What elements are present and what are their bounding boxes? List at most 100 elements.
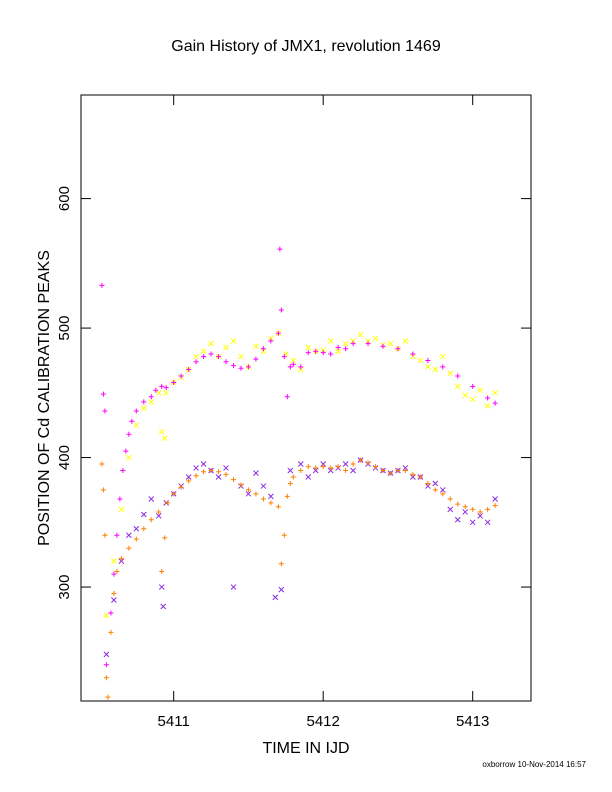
- data-point: [100, 487, 106, 493]
- x-tick-label: 5411: [158, 713, 190, 730]
- data-point: [327, 338, 334, 344]
- data-point: [287, 467, 294, 474]
- data-point: [216, 469, 222, 475]
- data-point: [290, 474, 296, 480]
- x-tick-label: 5412: [307, 713, 340, 730]
- data-point: [155, 512, 162, 519]
- data-point: [328, 351, 334, 357]
- data-point: [320, 464, 326, 470]
- data-point: [305, 464, 311, 470]
- data-point: [268, 493, 274, 500]
- data-point: [148, 399, 155, 405]
- data-point: [350, 461, 356, 467]
- data-point: [470, 383, 476, 389]
- data-point: [320, 347, 327, 353]
- data-point: [469, 519, 476, 526]
- data-point: [133, 536, 139, 542]
- data-point: [455, 501, 461, 507]
- data-point: [275, 504, 281, 510]
- data-point: [455, 373, 461, 379]
- data-point: [402, 338, 409, 344]
- data-point: [424, 364, 431, 370]
- data-point: [447, 506, 454, 513]
- data-point: [432, 480, 439, 487]
- data-point: [492, 400, 498, 406]
- data-point: [297, 366, 304, 373]
- data-point: [223, 344, 229, 351]
- data-point: [111, 597, 117, 603]
- data-point: [156, 509, 162, 515]
- data-point: [287, 364, 293, 370]
- data-point: [102, 532, 108, 538]
- data-point: [133, 408, 139, 414]
- data-point: [148, 517, 154, 523]
- data-point: [129, 418, 135, 424]
- data-point: [185, 474, 192, 480]
- data-point: [305, 350, 311, 356]
- data-point: [462, 509, 469, 515]
- data-point: [410, 471, 416, 477]
- data-point: [281, 532, 287, 538]
- data-point: [284, 493, 290, 499]
- data-point: [313, 465, 319, 471]
- data-point: [162, 535, 168, 541]
- data-point: [287, 480, 293, 486]
- data-point: [335, 464, 341, 470]
- data-point: [125, 454, 132, 461]
- plot-frame: [80, 94, 532, 702]
- data-point: [201, 469, 207, 475]
- data-point: [477, 387, 484, 394]
- data-point: [223, 471, 229, 477]
- data-point: [171, 491, 177, 497]
- series-4: [99, 457, 498, 700]
- data-point: [343, 346, 349, 352]
- data-point: [161, 435, 168, 441]
- data-point: [297, 461, 304, 467]
- data-point: [342, 340, 349, 347]
- data-point: [365, 338, 371, 344]
- data-point: [425, 480, 431, 486]
- data-point: [492, 496, 498, 502]
- data-point: [268, 338, 274, 344]
- data-point: [153, 387, 159, 393]
- data-point: [260, 348, 267, 355]
- data-point: [133, 422, 140, 429]
- data-point: [277, 246, 283, 252]
- data-point: [357, 331, 364, 338]
- data-point: [133, 525, 140, 532]
- data-point: [320, 461, 327, 467]
- data-point: [108, 610, 114, 616]
- data-point: [245, 487, 251, 493]
- data-point: [410, 353, 416, 360]
- data-point: [253, 491, 259, 497]
- data-point: [140, 405, 147, 412]
- data-point: [425, 357, 431, 363]
- data-point: [111, 571, 117, 577]
- data-point: [117, 496, 123, 502]
- data-point: [215, 474, 222, 480]
- data-point: [485, 395, 491, 401]
- data-point: [99, 461, 105, 467]
- data-point: [365, 460, 371, 466]
- data-point: [380, 468, 386, 474]
- data-point: [200, 461, 207, 467]
- data-point: [373, 464, 379, 470]
- data-point: [163, 389, 170, 396]
- data-point: [108, 629, 114, 635]
- data-point: [305, 474, 312, 480]
- data-point: [469, 396, 476, 403]
- data-point: [447, 496, 453, 502]
- data-point: [186, 478, 192, 484]
- data-point: [402, 468, 408, 474]
- data-point: [103, 612, 110, 619]
- data-point: [126, 545, 132, 551]
- data-point: [163, 385, 169, 391]
- data-point: [99, 282, 105, 288]
- data-point: [485, 506, 491, 512]
- data-point: [158, 428, 165, 435]
- data-point: [103, 651, 110, 658]
- data-point: [410, 351, 416, 357]
- data-point: [454, 383, 461, 390]
- footer-credit: oxborrow 10-Nov-2014 16:57: [482, 760, 586, 769]
- data-point: [105, 694, 111, 700]
